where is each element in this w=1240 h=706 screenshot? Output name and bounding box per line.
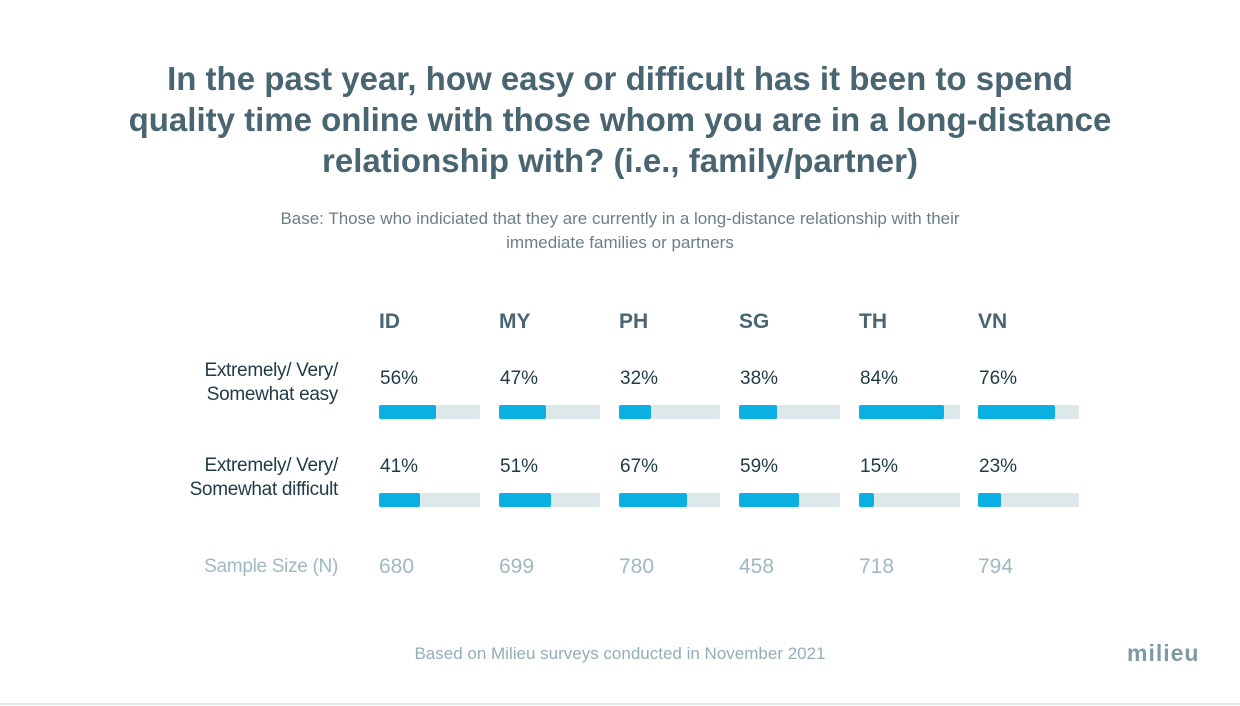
data-label: 47% — [500, 368, 539, 389]
data-label: 41% — [380, 456, 419, 477]
bar — [619, 493, 687, 507]
bar — [978, 405, 1055, 419]
chart-subtitle-line: immediate families or partners — [506, 233, 734, 252]
bar — [379, 405, 436, 419]
series-label: Extremely/ Very/Somewhat easy — [204, 359, 338, 407]
sample-size-value: 699 — [499, 555, 535, 578]
sample-size-value: 718 — [859, 555, 895, 578]
data-label: 59% — [740, 456, 779, 477]
data-label: 51% — [500, 456, 539, 477]
series-label-line: Somewhat easy — [206, 384, 339, 405]
bar — [859, 405, 944, 419]
chart-title-line: relationship with? (i.e., family/partner… — [322, 142, 918, 179]
data-label: 76% — [979, 368, 1018, 389]
bar-track — [619, 493, 720, 507]
series-label: Extremely/ Very/Somewhat difficult — [189, 454, 339, 502]
bar — [499, 405, 547, 419]
data-label: 56% — [380, 368, 419, 389]
data-label: 67% — [620, 456, 659, 477]
country-header: ID — [379, 310, 400, 333]
sample-size-value: 780 — [619, 555, 655, 578]
data-label: 32% — [620, 368, 659, 389]
data-label: 23% — [979, 456, 1018, 477]
bar — [739, 405, 778, 419]
country-header: MY — [499, 310, 531, 333]
bar-track — [499, 493, 600, 507]
bar — [739, 493, 799, 507]
series-label-line: Extremely/ Very/ — [204, 455, 338, 476]
sample-size-label: Sample Size (N) — [204, 556, 338, 577]
chart-title-line: In the past year, how easy or difficult … — [167, 60, 1073, 97]
sample-size-value: 794 — [978, 555, 1014, 578]
bar-track — [499, 405, 600, 419]
country-header: SG — [739, 310, 770, 333]
bar-track — [978, 493, 1079, 507]
country-header: VN — [978, 310, 1008, 333]
bar — [978, 493, 1002, 507]
chart-title: In the past year, how easy or difficult … — [80, 58, 1160, 181]
data-label: 84% — [860, 368, 899, 389]
country-header: PH — [619, 310, 649, 333]
bar-track — [978, 405, 1079, 419]
bar — [859, 493, 875, 507]
bar-track — [739, 493, 840, 507]
chart-subtitle: Base: Those who indiciated that they are… — [180, 207, 1060, 255]
bar — [499, 493, 551, 507]
source-footnote: Based on Milieu surveys conducted in Nov… — [414, 644, 826, 663]
bar-track — [859, 405, 960, 419]
bar — [379, 493, 421, 507]
bar-track — [379, 493, 480, 507]
sample-size-value: 458 — [739, 555, 775, 578]
bar-track — [379, 405, 480, 419]
series-label-line: Extremely/ Very/ — [204, 360, 338, 381]
bottom-divider — [0, 703, 1240, 705]
data-label: 38% — [740, 368, 779, 389]
data-label: 15% — [860, 456, 899, 477]
bar-track — [739, 405, 840, 419]
bar — [619, 405, 652, 419]
bar-track — [859, 493, 960, 507]
series-label-line: Somewhat difficult — [189, 479, 339, 500]
sample-size-value: 680 — [379, 555, 415, 578]
chart-title-line: quality time online with those whom you … — [128, 101, 1112, 138]
country-header: TH — [859, 310, 887, 333]
chart-subtitle-line: Base: Those who indiciated that they are… — [280, 209, 960, 228]
brand-logo: milieu — [1127, 640, 1200, 666]
bar-track — [619, 405, 720, 419]
